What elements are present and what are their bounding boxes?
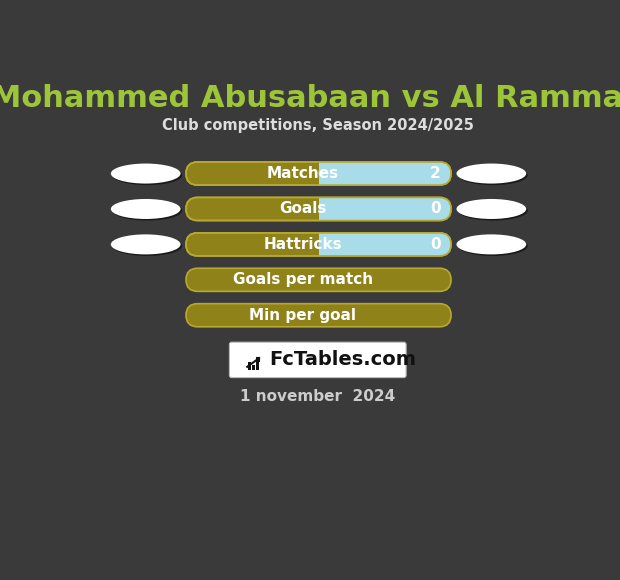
FancyBboxPatch shape xyxy=(319,233,451,256)
Ellipse shape xyxy=(456,199,526,219)
Bar xyxy=(255,359,259,370)
FancyBboxPatch shape xyxy=(186,197,451,220)
Text: Club competitions, Season 2024/2025: Club competitions, Season 2024/2025 xyxy=(162,118,474,133)
Text: Goals per match: Goals per match xyxy=(232,273,373,287)
Ellipse shape xyxy=(456,164,526,183)
FancyBboxPatch shape xyxy=(186,162,451,185)
FancyBboxPatch shape xyxy=(319,233,332,256)
Text: 2: 2 xyxy=(430,166,441,181)
FancyBboxPatch shape xyxy=(186,269,451,291)
Ellipse shape xyxy=(111,164,180,183)
Ellipse shape xyxy=(111,234,180,255)
Text: 0: 0 xyxy=(430,201,441,216)
Ellipse shape xyxy=(458,201,528,220)
Ellipse shape xyxy=(112,165,182,185)
Ellipse shape xyxy=(458,236,528,256)
Text: Mohammed Abusabaan vs Al Rammah: Mohammed Abusabaan vs Al Rammah xyxy=(0,84,620,113)
Ellipse shape xyxy=(458,165,528,185)
Ellipse shape xyxy=(112,201,182,220)
Bar xyxy=(248,362,251,370)
Text: Hattricks: Hattricks xyxy=(264,237,342,252)
Text: Goals: Goals xyxy=(279,201,326,216)
Text: Min per goal: Min per goal xyxy=(249,308,356,322)
FancyBboxPatch shape xyxy=(229,342,406,378)
FancyBboxPatch shape xyxy=(186,233,451,256)
Text: 1 november  2024: 1 november 2024 xyxy=(240,389,396,404)
FancyBboxPatch shape xyxy=(319,197,451,220)
Ellipse shape xyxy=(111,199,180,219)
FancyBboxPatch shape xyxy=(186,304,451,327)
Text: 0: 0 xyxy=(430,237,441,252)
Text: Matches: Matches xyxy=(267,166,339,181)
FancyBboxPatch shape xyxy=(319,162,332,185)
Bar xyxy=(252,364,255,370)
Ellipse shape xyxy=(456,234,526,255)
FancyBboxPatch shape xyxy=(319,162,451,185)
Text: FcTables.com: FcTables.com xyxy=(270,350,417,369)
Ellipse shape xyxy=(112,236,182,256)
FancyBboxPatch shape xyxy=(319,197,332,220)
